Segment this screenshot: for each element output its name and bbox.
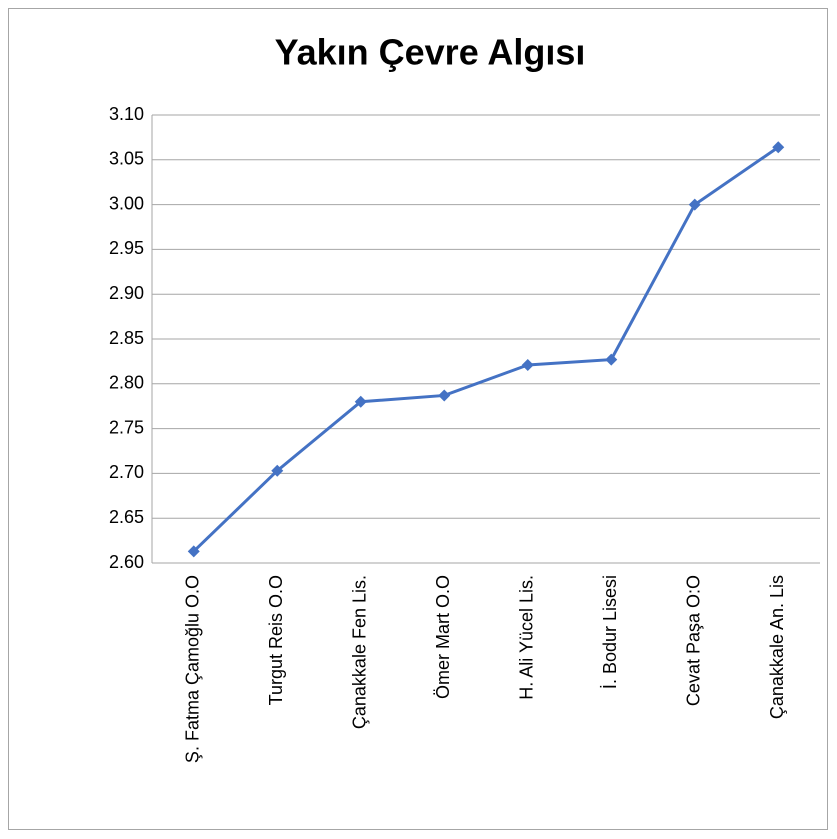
marker — [688, 198, 701, 211]
x-tick-label: Cevat Paşa O:O — [684, 575, 704, 706]
y-tick-label: 3.05 — [109, 149, 144, 169]
marker — [354, 395, 367, 408]
marker — [605, 353, 618, 366]
x-tick-label: H. Ali Yücel Lis. — [517, 575, 537, 700]
y-tick-label: 2.65 — [109, 507, 144, 527]
y-tick-label: 2.75 — [109, 417, 144, 437]
marker — [187, 545, 200, 558]
chart-title: Yakın Çevre Algısı — [275, 32, 586, 73]
y-tick-label: 2.95 — [109, 238, 144, 258]
marker — [438, 389, 451, 402]
line — [192, 146, 780, 553]
marker — [271, 464, 284, 477]
x-tick-label: Turgut Reis O.O — [266, 575, 286, 705]
y-tick-label: 2.85 — [109, 328, 144, 348]
x-tick-label: Ş. Fatma Çamoğlu O.O — [183, 575, 203, 763]
y-tick-label: 3.00 — [109, 193, 144, 213]
y-tick-label: 2.80 — [109, 373, 144, 393]
marker — [772, 141, 785, 154]
x-tick-label: Çanakkale Fen Lis. — [350, 575, 370, 729]
marker — [521, 358, 534, 371]
y-tick-label: 3.10 — [109, 104, 144, 124]
y-tick-label: 2.90 — [109, 283, 144, 303]
y-tick-label: 2.60 — [109, 552, 144, 572]
x-tick-label: İ. Bodur Lisesi — [600, 575, 620, 689]
x-tick-label: Ömer Mart O.O — [433, 575, 453, 699]
y-tick-label: 2.70 — [109, 462, 144, 482]
x-tick-label: Çanakkale An. Lis — [767, 575, 787, 719]
chart-border — [8, 8, 828, 830]
